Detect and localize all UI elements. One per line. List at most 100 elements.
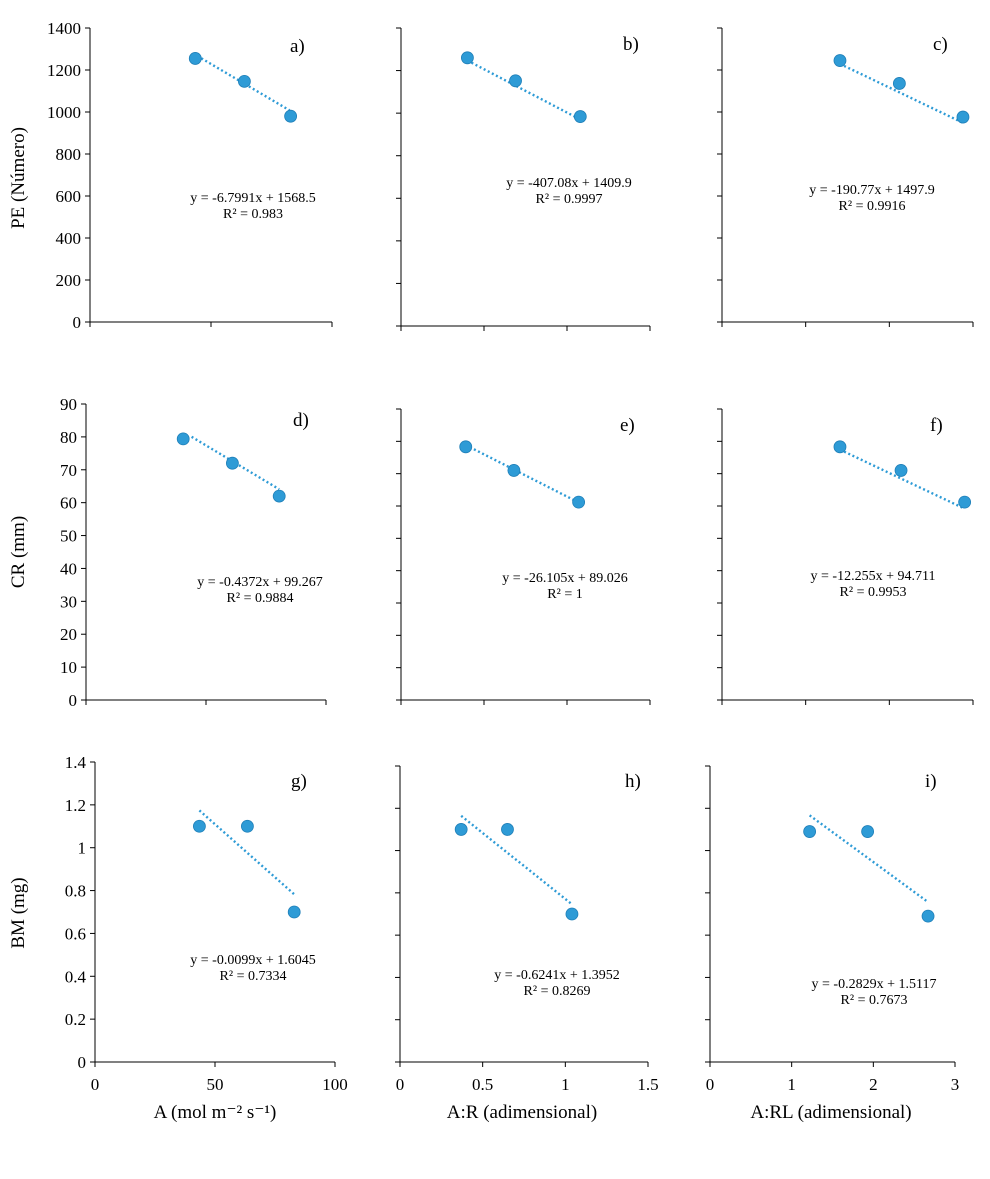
trendline-b	[466, 59, 581, 121]
panel-label-b: b)	[623, 34, 639, 55]
equation-h: y = -0.6241x + 1.3952	[494, 968, 619, 983]
y-tick-label-g: 0.2	[65, 1010, 86, 1029]
data-point-e	[459, 440, 473, 454]
y-tick-label-g: 0	[78, 1053, 87, 1072]
r-squared-d: R² = 0.9884	[227, 591, 294, 606]
r-squared-i: R² = 0.7673	[841, 993, 908, 1008]
x-tick-label-g: 50	[207, 1075, 224, 1094]
x-tick-label-h: 1	[561, 1075, 570, 1094]
equation-e: y = -26.105x + 89.026	[502, 571, 627, 586]
data-point-c	[833, 54, 847, 67]
data-point-d	[225, 456, 239, 470]
panel-label-f: f)	[930, 415, 943, 436]
panel-label-e: e)	[620, 415, 635, 436]
y-tick-label-d: 10	[60, 658, 77, 677]
panel-label-i: i)	[925, 771, 937, 792]
data-point-g	[287, 905, 301, 919]
equation-a: y = -6.7991x + 1568.5	[190, 191, 315, 206]
trendline-h	[460, 814, 573, 906]
y-tick-label-a: 1000	[47, 103, 81, 122]
x-tick-label-g: 100	[322, 1075, 348, 1094]
y-tick-label-d: 50	[60, 527, 77, 546]
data-point-i	[803, 825, 817, 838]
ylabel-pe: PE (Número)	[8, 127, 29, 229]
data-point-e	[572, 495, 586, 509]
data-point-c	[892, 77, 906, 90]
x-tick-label-h: 1.5	[637, 1075, 658, 1094]
x-tick-label-g: 0	[91, 1075, 100, 1094]
r-squared-e: R² = 1	[547, 587, 582, 602]
ylabel-bm: BM (mg)	[8, 877, 29, 948]
y-tick-label-d: 80	[60, 428, 77, 447]
data-point-d	[272, 489, 286, 503]
r-squared-g: R² = 0.7334	[220, 969, 287, 984]
xlabel-arl: A:RL (adimensional)	[750, 1102, 911, 1123]
x-tick-label-i: 0	[706, 1075, 715, 1094]
panel-label-h: h)	[625, 771, 641, 792]
y-tick-label-d: 20	[60, 625, 77, 644]
y-tick-label-a: 1400	[47, 19, 81, 38]
y-tick-label-d: 40	[60, 559, 77, 578]
data-point-h	[454, 823, 468, 836]
trendline-f	[839, 448, 966, 510]
y-tick-label-a: 200	[56, 271, 82, 290]
data-point-b	[573, 110, 587, 123]
data-point-h	[501, 823, 514, 836]
y-tick-label-d: 60	[60, 494, 77, 513]
y-tick-label-d: 0	[69, 691, 78, 710]
x-tick-label-i: 2	[869, 1075, 878, 1094]
data-point-a	[188, 52, 202, 65]
data-point-i	[921, 909, 935, 923]
data-point-c	[956, 110, 970, 124]
y-tick-label-g: 1.4	[65, 753, 87, 772]
x-tick-label-i: 1	[787, 1075, 796, 1094]
y-tick-label-d: 90	[60, 395, 77, 414]
r-squared-f: R² = 0.9953	[840, 585, 907, 600]
y-tick-label-g: 0.4	[65, 967, 87, 986]
panel-label-c: c)	[933, 34, 948, 55]
equation-f: y = -12.255x + 94.711	[811, 569, 936, 584]
data-point-b	[509, 74, 522, 88]
data-point-f	[833, 440, 847, 454]
equation-i: y = -0.2829x + 1.5117	[812, 977, 937, 992]
data-point-g	[192, 819, 206, 833]
data-point-h	[565, 907, 579, 921]
r-squared-a: R² = 0.983	[223, 207, 283, 222]
equation-c: y = -190.77x + 1497.9	[809, 183, 934, 198]
data-point-f	[894, 464, 908, 477]
panel-label-d: d)	[293, 410, 309, 431]
data-point-g	[240, 819, 254, 833]
trendline-i	[808, 814, 929, 904]
y-tick-label-a: 800	[56, 145, 82, 164]
y-tick-label-g: 0.8	[65, 882, 86, 901]
xlabel-a: A (mol m⁻² s⁻¹)	[154, 1102, 277, 1123]
y-tick-label-a: 600	[56, 187, 82, 206]
trendline-c	[839, 62, 964, 124]
data-point-f	[958, 495, 972, 509]
y-tick-label-a: 400	[56, 229, 82, 248]
data-point-i	[861, 825, 875, 838]
r-squared-c: R² = 0.9916	[839, 199, 906, 214]
y-tick-label-a: 1200	[47, 61, 81, 80]
y-tick-label-d: 70	[60, 461, 77, 480]
equation-g: y = -0.0099x + 1.6045	[190, 953, 315, 968]
equation-b: y = -407.08x + 1409.9	[506, 176, 631, 191]
xlabel-ar: A:R (adimensional)	[447, 1102, 597, 1123]
y-tick-label-a: 0	[73, 313, 82, 332]
x-tick-label-h: 0.5	[472, 1075, 493, 1094]
data-point-e	[507, 464, 521, 477]
trendline-e	[465, 443, 580, 504]
x-tick-label-h: 0	[396, 1075, 405, 1094]
data-point-a	[237, 74, 251, 88]
data-point-b	[460, 51, 474, 65]
y-tick-label-g: 1	[78, 839, 87, 858]
r-squared-h: R² = 0.8269	[524, 984, 591, 999]
panel-label-a: a)	[290, 36, 305, 57]
ylabel-cr: CR (mm)	[8, 516, 29, 588]
equation-d: y = -0.4372x + 99.267	[197, 575, 322, 590]
y-tick-label-g: 0.6	[65, 924, 86, 943]
x-tick-label-i: 3	[951, 1075, 960, 1094]
y-tick-label-d: 30	[60, 592, 77, 611]
r-squared-b: R² = 0.9997	[536, 192, 603, 207]
